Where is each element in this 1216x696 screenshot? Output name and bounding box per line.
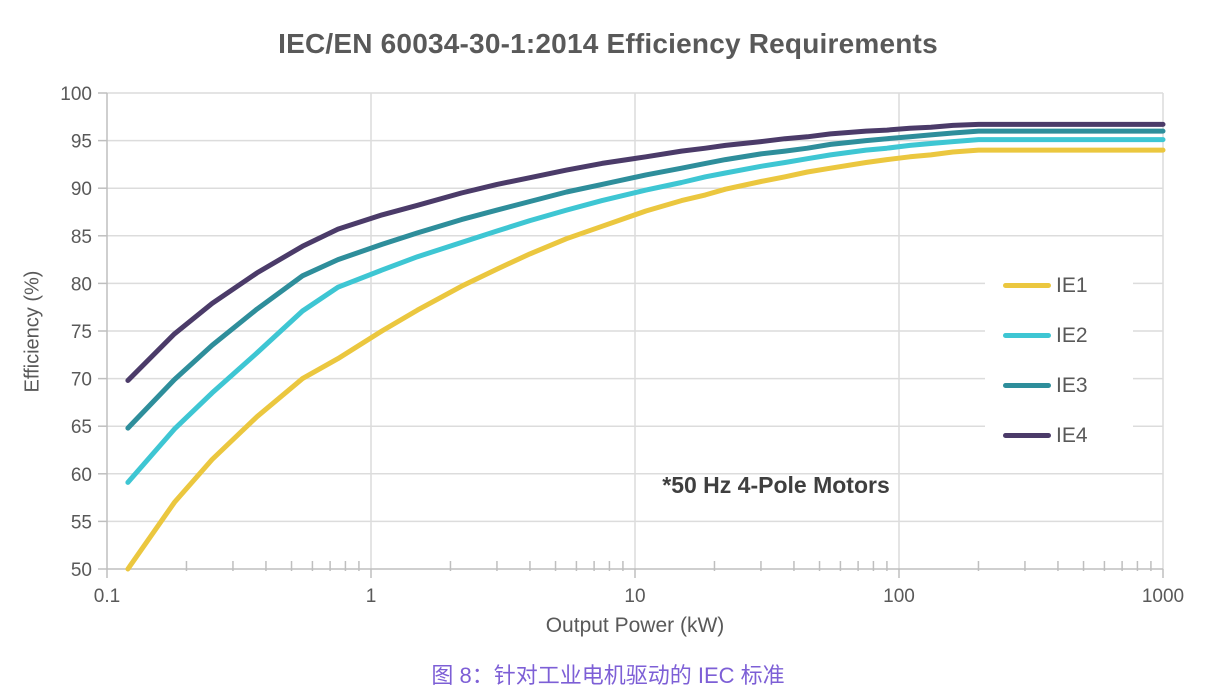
y-tick-label: 75	[71, 322, 92, 343]
x-tick-label: 1000	[1142, 586, 1184, 607]
legend-label: IE4	[1056, 423, 1088, 447]
y-tick-label: 70	[71, 370, 92, 391]
y-tick-label: 65	[71, 417, 92, 438]
legend-item-ie1: IE1	[1003, 274, 1133, 297]
figure-caption: 图 8：针对工业电机驱动的 IEC 标准	[431, 663, 785, 688]
y-tick-label: 55	[71, 512, 92, 533]
series-line-ie3	[125, 128, 1166, 431]
x-tick-label: 10	[624, 586, 645, 607]
chart-annotation: *50 Hz 4-Pole Motors	[662, 472, 890, 498]
legend-label: IE1	[1056, 273, 1088, 297]
legend-label: IE2	[1056, 323, 1088, 347]
legend: IE1 IE2 IE3 IE4	[985, 268, 1133, 453]
y-tick-label: 95	[71, 132, 92, 153]
y-tick-label: 60	[71, 465, 92, 486]
series-line-ie1	[125, 147, 1166, 572]
y-tick-label: 90	[71, 179, 92, 200]
x-tick-label: 0.1	[94, 586, 120, 607]
chart-title: IEC/EN 60034-30-1:2014 Efficiency Requir…	[278, 28, 938, 59]
y-axis-title: Efficiency (%)	[21, 270, 44, 393]
legend-swatch-ie3	[1003, 383, 1051, 388]
x-tick-label: 1	[366, 586, 377, 607]
y-tick-label: 85	[71, 227, 92, 248]
legend-item-ie2: IE2	[1003, 324, 1133, 347]
x-axis-title: Output Power (kW)	[545, 614, 725, 637]
y-tick-label: 80	[71, 274, 92, 295]
legend-swatch-ie4	[1003, 433, 1051, 438]
legend-swatch-ie2	[1003, 333, 1051, 338]
legend-item-ie4: IE4	[1003, 424, 1133, 447]
legend-label: IE3	[1056, 373, 1088, 397]
series-line-ie2	[125, 137, 1166, 485]
legend-swatch-ie1	[1003, 283, 1051, 288]
y-tick-label: 100	[60, 84, 92, 105]
legend-item-ie3: IE3	[1003, 374, 1133, 397]
series-line-ie4	[125, 121, 1166, 383]
x-tick-label: 100	[883, 586, 915, 607]
y-tick-label: 50	[71, 560, 92, 581]
